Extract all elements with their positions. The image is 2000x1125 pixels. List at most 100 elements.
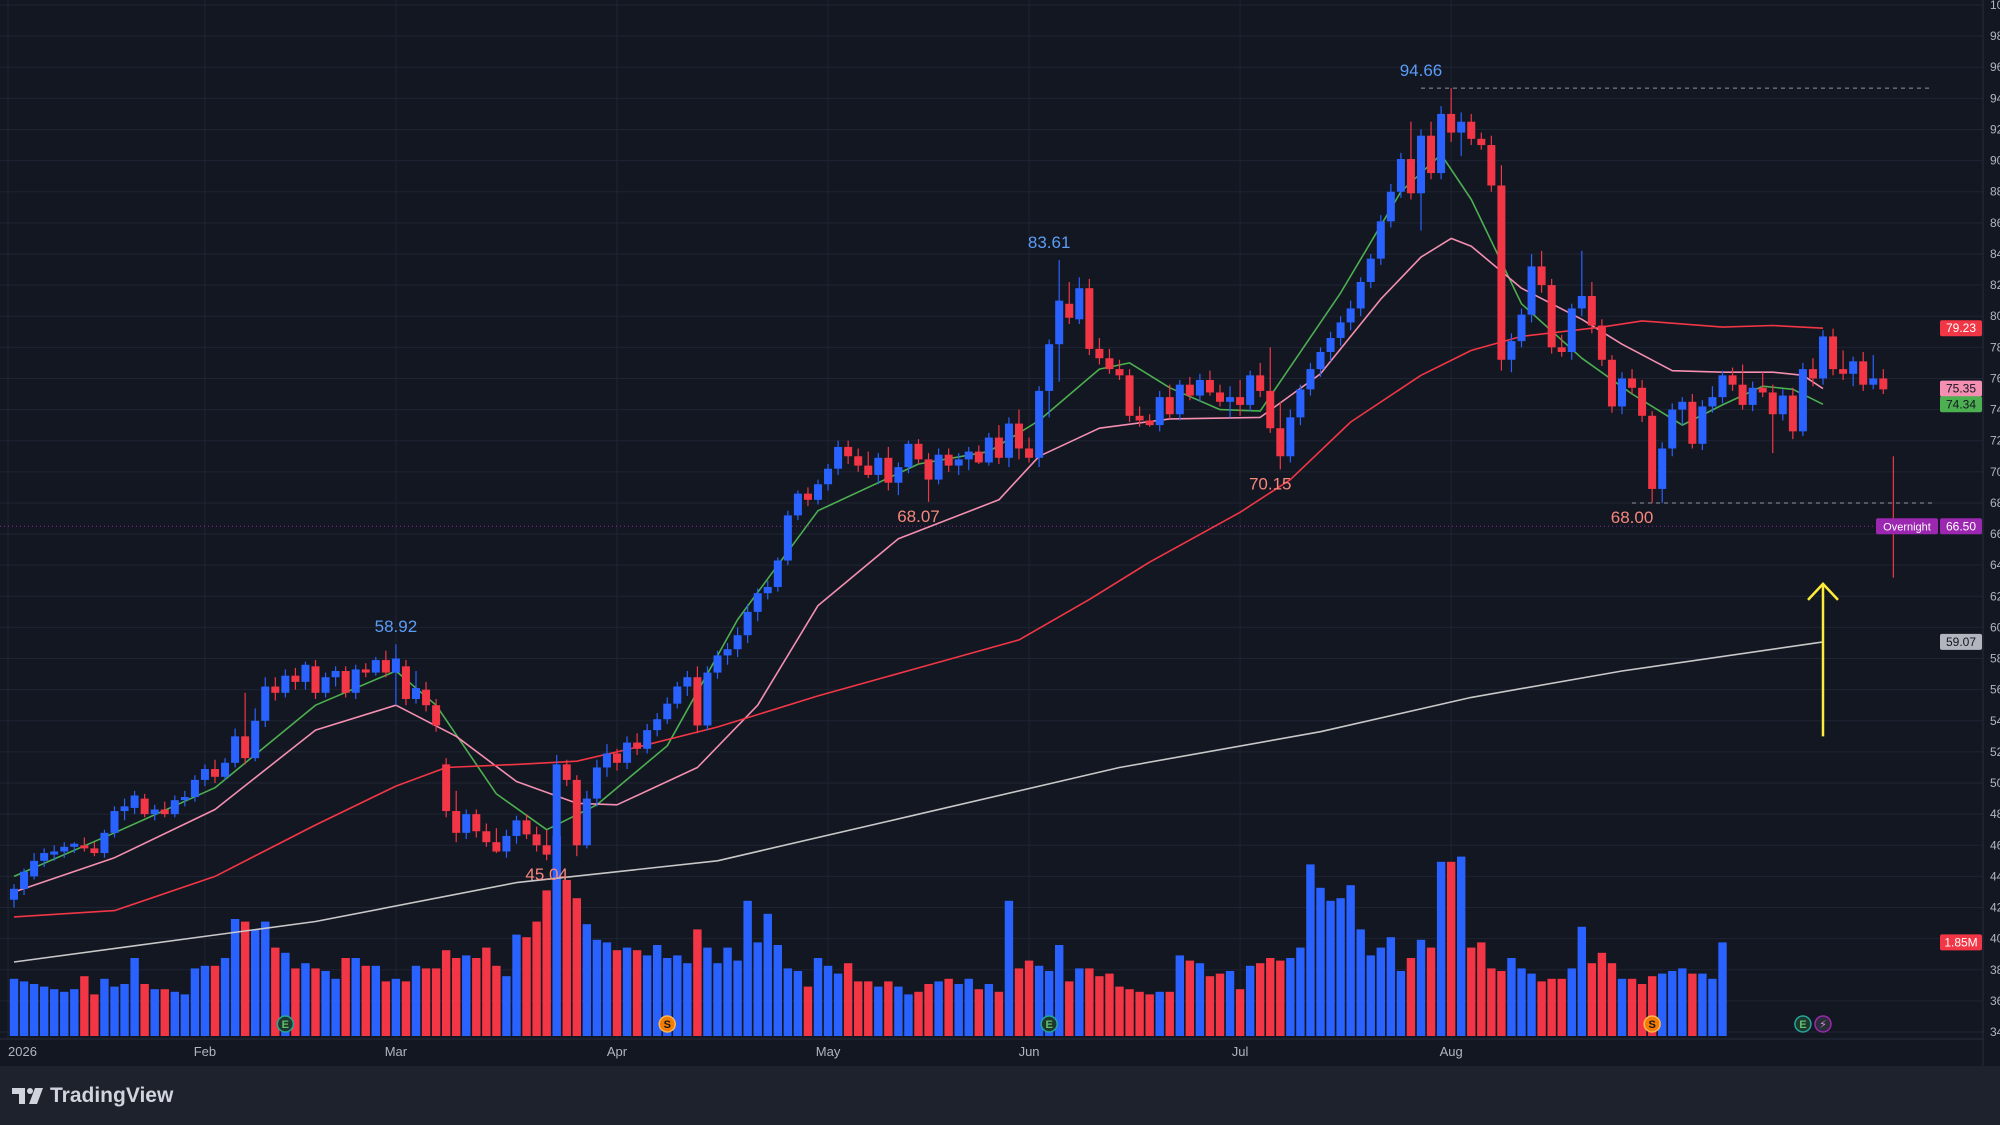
candle-body [1286,417,1295,457]
volume-bar [1105,973,1114,1036]
candle-body [703,672,712,726]
candle-body [984,437,993,463]
candle-body [1125,375,1134,416]
candle-body [120,806,129,812]
candle-body [341,670,350,693]
candle-body [1115,369,1124,376]
volume-bar [1527,973,1536,1036]
volume-bar [381,981,391,1036]
volume-bar [1205,976,1215,1036]
candle-body [1748,387,1757,405]
volume-bar [401,981,411,1036]
candle-body [1065,303,1074,318]
candle-body [331,670,340,678]
volume-bar [884,981,893,1036]
y-tick-label: 48.00 [1990,807,2000,821]
y-tick-label: 90.00 [1990,154,2000,168]
candle-body [814,484,822,500]
volume-bar [552,835,561,1036]
volume-bar [1034,965,1044,1036]
price-tag-bg [1940,380,1982,397]
candle-body [1376,221,1385,259]
volume-bar [1356,929,1365,1036]
volume-bar [622,947,632,1036]
volume-bar [1044,971,1054,1036]
volume-bar [532,921,541,1036]
candle-body [1276,428,1285,457]
grid [0,0,1983,1039]
event-marker-earnings [1794,1015,1812,1033]
volume-bar [1346,885,1355,1036]
volume-bar [723,947,732,1036]
volume-bar [1467,947,1476,1036]
volume-bar [944,978,953,1036]
volume-bar [441,950,451,1036]
volume-bar [1406,958,1416,1036]
reference-lines [0,87,1983,527]
volume-bar [1396,971,1406,1036]
y-tick-label: 58.00 [1990,652,2000,666]
event-marker-letter: E [1045,1019,1052,1031]
candle-body [663,703,672,720]
candle-body [1567,308,1576,353]
candle-body [743,611,752,636]
volume-bar [663,958,672,1036]
price-tag-label: 75.35 [1946,382,1976,396]
volume-bar [9,978,19,1036]
candle-body [180,797,189,801]
y-tick-label: 54.00 [1990,714,2000,728]
volume-bar [1658,973,1667,1036]
candle-body [954,459,963,466]
candle-body [311,666,320,693]
volume-bar [1366,955,1375,1036]
volume-bar [592,939,602,1036]
volume-bar [974,989,983,1036]
volume-tag-label: 1.85M [1944,935,1977,949]
candle-body [1597,325,1606,360]
volume-bar [371,965,380,1036]
y-tick-label: 84.00 [1990,247,2000,261]
volume-bar [50,989,59,1036]
event-marker-letter: S [1648,1019,1655,1031]
volume-bar [894,986,903,1036]
time-axis[interactable]: 2026 Feb Mar Apr May Jun Jul Aug [8,1044,1463,1059]
candle-body [1547,285,1556,348]
volume-bar [854,981,863,1036]
candle-body [1869,378,1878,385]
volume-bar [874,986,883,1036]
brand-name[interactable]: TradingView [50,1083,174,1107]
candle-body [793,493,802,516]
price-axis[interactable]: 34.00 36.00 38.00 40.00 42.00 44.00 46.00 48.00… [1990,0,2000,1039]
y-tick-label: 38.00 [1990,963,2000,977]
volume-bar [683,963,692,1036]
volume-bar [843,963,853,1036]
candle-body [613,753,621,763]
tradingview-logo-icon[interactable] [12,1086,46,1106]
volume-bar [1195,963,1205,1036]
candle-body [100,832,109,854]
y-tick-label: 46.00 [1990,838,2000,852]
candle-body [562,764,571,780]
candle-body [753,593,762,612]
volume-bar [140,984,149,1036]
candle-body [582,798,591,846]
candle-body [683,677,692,687]
candle-body [623,742,632,763]
candle-body [974,451,983,463]
x-tick-label: Jul [1232,1044,1249,1059]
volume-bar [964,978,973,1036]
candle-body [1758,387,1767,393]
candle-body [1165,397,1174,415]
candle-body [733,635,742,650]
volume-bar [522,937,531,1036]
candle-body [1105,358,1114,370]
candle-body [1396,159,1405,192]
volume-bar [733,960,742,1036]
y-tick-label: 44.00 [1990,869,2000,883]
candle-body [914,443,923,460]
candle-body [50,851,59,855]
candle-body [200,769,209,780]
candle-body [1457,121,1466,133]
volume-bar [190,968,200,1036]
